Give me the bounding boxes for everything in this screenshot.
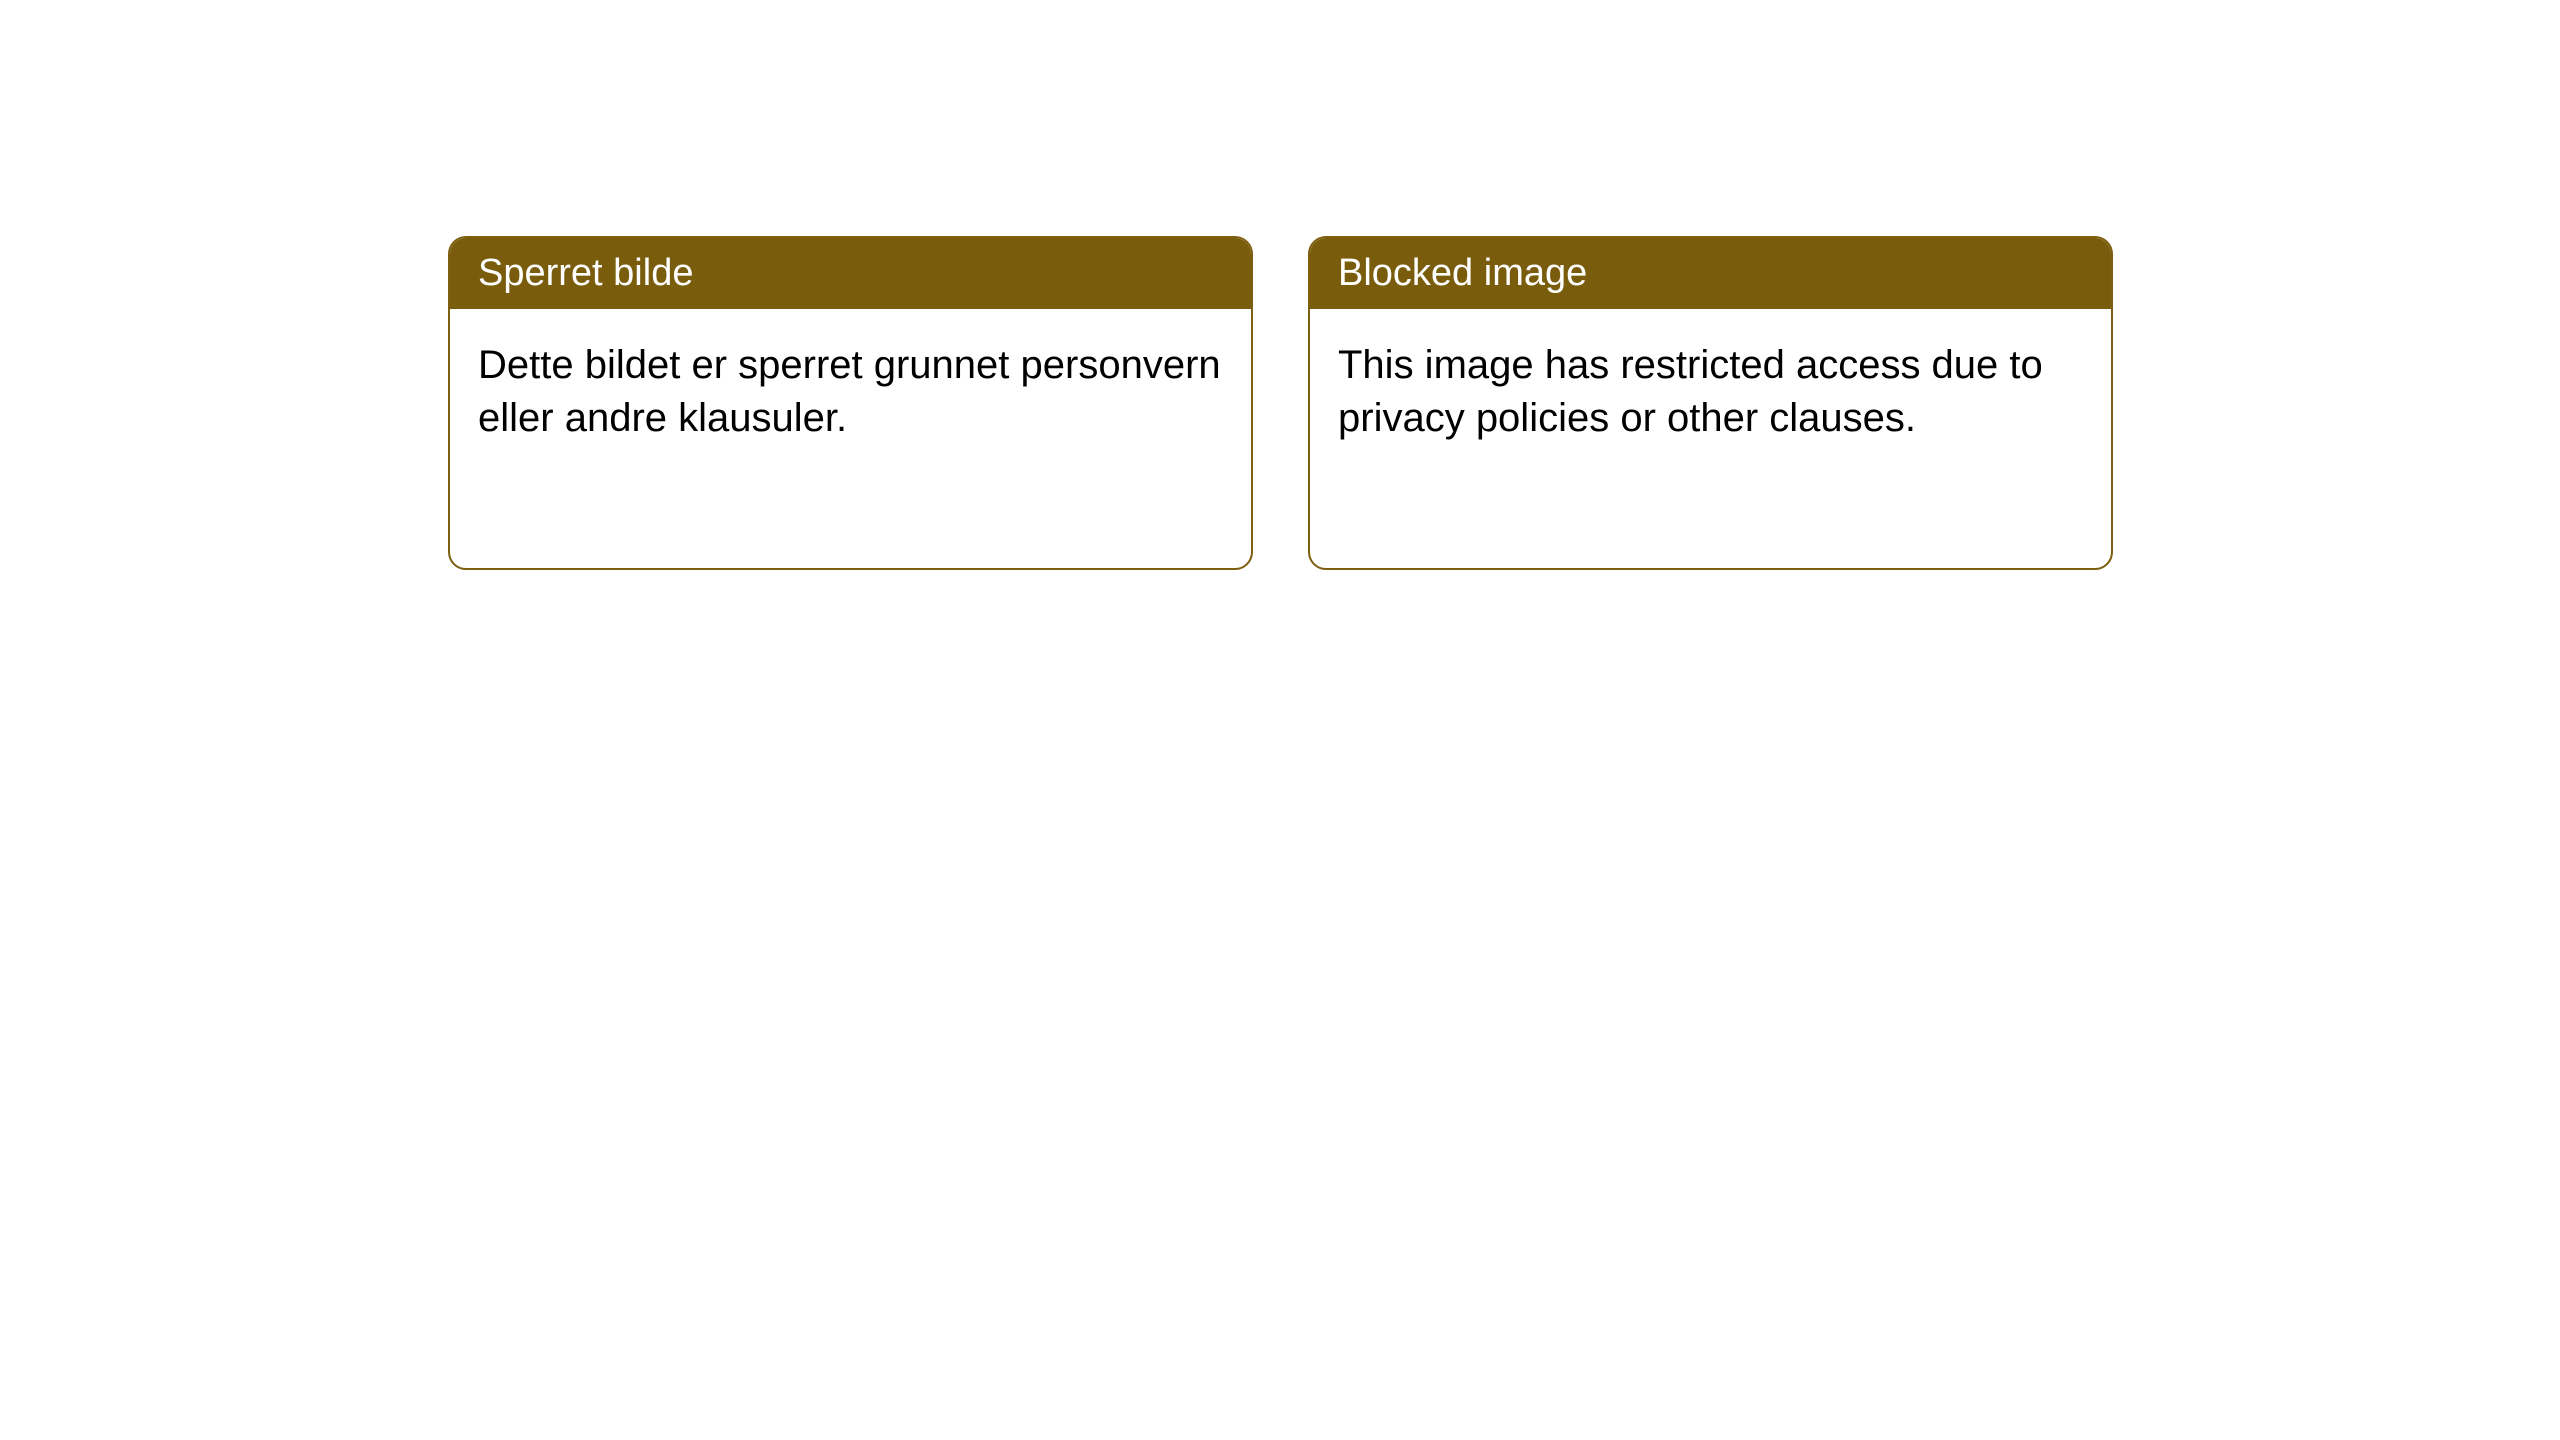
card-text-english: This image has restricted access due to …	[1338, 343, 2043, 440]
card-body-norwegian: Dette bildet er sperret grunnet personve…	[450, 309, 1251, 475]
card-body-english: This image has restricted access due to …	[1310, 309, 2111, 475]
blocked-image-cards: Sperret bilde Dette bildet er sperret gr…	[448, 236, 2113, 570]
card-norwegian: Sperret bilde Dette bildet er sperret gr…	[448, 236, 1253, 570]
card-text-norwegian: Dette bildet er sperret grunnet personve…	[478, 343, 1221, 440]
card-header-english: Blocked image	[1310, 238, 2111, 309]
card-title-norwegian: Sperret bilde	[478, 252, 693, 294]
card-english: Blocked image This image has restricted …	[1308, 236, 2113, 570]
card-header-norwegian: Sperret bilde	[450, 238, 1251, 309]
card-title-english: Blocked image	[1338, 252, 1587, 294]
